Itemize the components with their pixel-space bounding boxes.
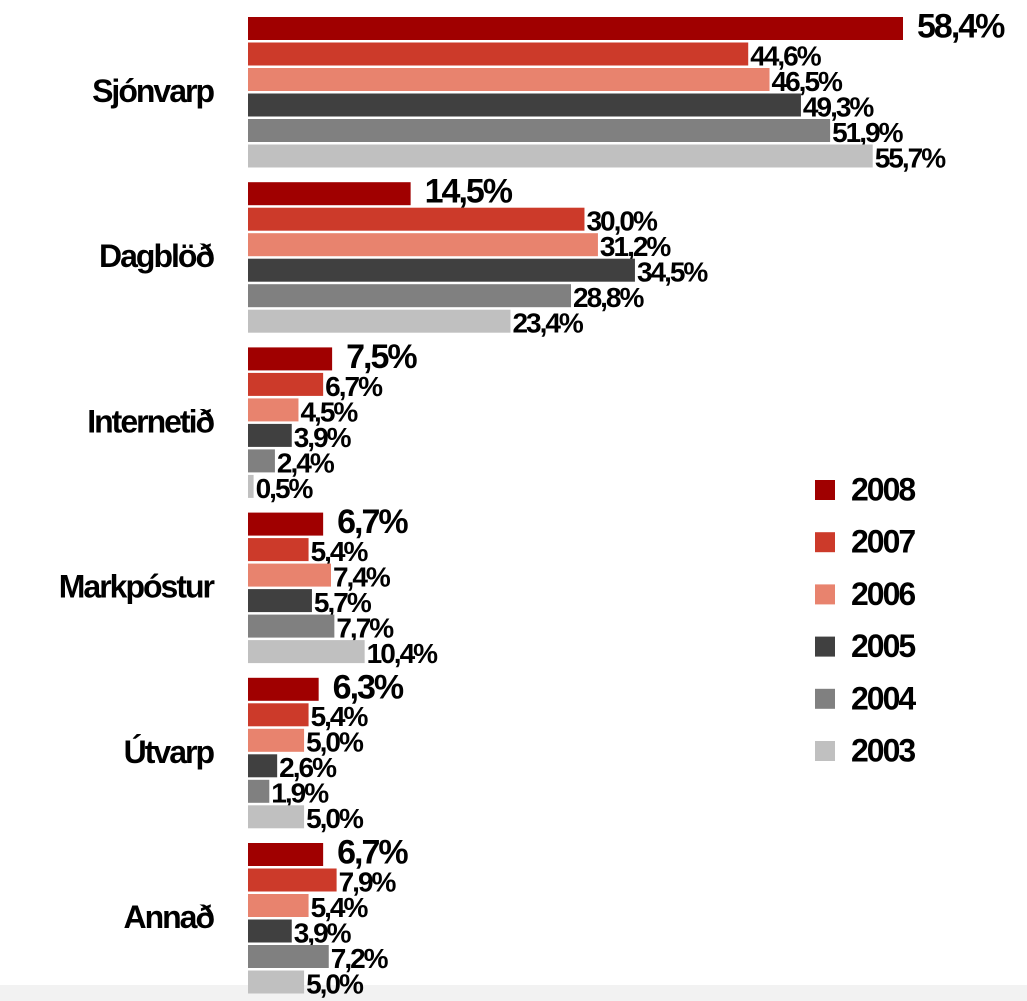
value-label: 7,7%: [336, 612, 394, 643]
bar: [248, 449, 275, 473]
category-label: Internetið: [87, 403, 214, 439]
legend-label: 2003: [851, 732, 915, 768]
value-label: 6,3%: [333, 668, 404, 706]
value-label: 0,5%: [256, 473, 314, 504]
value-label: 2,4%: [277, 447, 335, 478]
value-label: 55,7%: [875, 142, 946, 173]
legend-label: 2005: [851, 628, 915, 664]
value-label: 3,9%: [294, 917, 352, 948]
bar: [248, 563, 331, 587]
value-label: 3,9%: [294, 422, 352, 453]
legend-swatch: [815, 480, 835, 500]
value-label: 51,9%: [832, 117, 903, 148]
bar: [248, 538, 309, 562]
value-label: 5,7%: [314, 587, 372, 618]
bar: [248, 754, 278, 778]
bar: [248, 512, 324, 536]
bottom-band: [0, 985, 1027, 1001]
value-label: 31,2%: [600, 231, 671, 262]
value-label: 58,4%: [917, 7, 1005, 45]
value-label: 5,0%: [306, 803, 364, 834]
bar: [248, 258, 635, 282]
bar: [248, 728, 305, 752]
legend-swatch: [815, 741, 835, 761]
value-label: 46,5%: [772, 66, 843, 97]
bar: [248, 640, 365, 664]
value-label: 6,7%: [325, 371, 383, 402]
bar: [248, 182, 411, 206]
value-label: 5,0%: [306, 968, 364, 999]
value-label: 14,5%: [425, 173, 513, 211]
bar: [248, 677, 319, 701]
legend-label: 2006: [851, 576, 915, 612]
legend-swatch: [815, 636, 835, 657]
value-label: 10,4%: [367, 638, 438, 669]
bar: [248, 17, 903, 40]
category-label: Sjónvarp: [92, 73, 214, 109]
value-label: 1,9%: [271, 778, 329, 809]
legend-label: 2008: [851, 471, 915, 507]
value-label: 34,5%: [637, 257, 708, 288]
bar: [248, 68, 770, 91]
category-label: Markpóstur: [59, 569, 215, 605]
bar: [248, 945, 329, 968]
value-label: 7,2%: [331, 943, 389, 974]
value-label: 44,6%: [750, 40, 821, 71]
value-label: 6,7%: [337, 503, 408, 541]
bar: [248, 423, 292, 447]
value-label: 7,9%: [339, 866, 397, 897]
value-label: 5,0%: [306, 727, 364, 758]
bar: [248, 868, 337, 892]
bar: [248, 144, 873, 168]
bar: [248, 233, 598, 257]
value-label: 7,5%: [346, 338, 417, 376]
value-label: 28,8%: [573, 282, 644, 313]
bar: [248, 474, 254, 498]
bar: [248, 119, 831, 142]
bar: [248, 843, 324, 866]
value-label: 6,7%: [337, 833, 408, 871]
value-label: 23,4%: [512, 308, 583, 339]
legend-swatch: [815, 532, 835, 553]
bar: [248, 347, 333, 371]
value-label: 7,4%: [333, 561, 391, 592]
category-label: Útvarp: [124, 734, 215, 770]
bar: [248, 805, 305, 829]
bar: [248, 309, 511, 333]
bar: [248, 93, 801, 117]
value-label: 30,0%: [586, 206, 657, 237]
value-label: 5,4%: [311, 536, 369, 567]
bar: [248, 970, 305, 994]
bar: [248, 398, 299, 422]
value-label: 4,5%: [300, 396, 358, 427]
bar: [248, 779, 270, 803]
category-label: Dagblöð: [99, 238, 214, 274]
category-label: Annað: [123, 899, 214, 935]
value-label: 2,6%: [279, 752, 337, 783]
value-label: 5,4%: [311, 892, 369, 923]
value-label: 49,3%: [803, 91, 874, 122]
bar: [248, 207, 585, 231]
legend-label: 2004: [851, 680, 916, 716]
bar: [248, 42, 749, 66]
bar: [248, 703, 309, 727]
legend-swatch: [815, 688, 835, 709]
bar: [248, 614, 335, 638]
value-label: 5,4%: [311, 701, 369, 732]
bar: [248, 894, 309, 917]
bar: [248, 589, 312, 613]
bar: [248, 284, 572, 308]
legend-swatch: [815, 584, 835, 605]
bar: [248, 919, 292, 943]
bar: [248, 372, 324, 396]
legend-label: 2007: [851, 524, 915, 560]
